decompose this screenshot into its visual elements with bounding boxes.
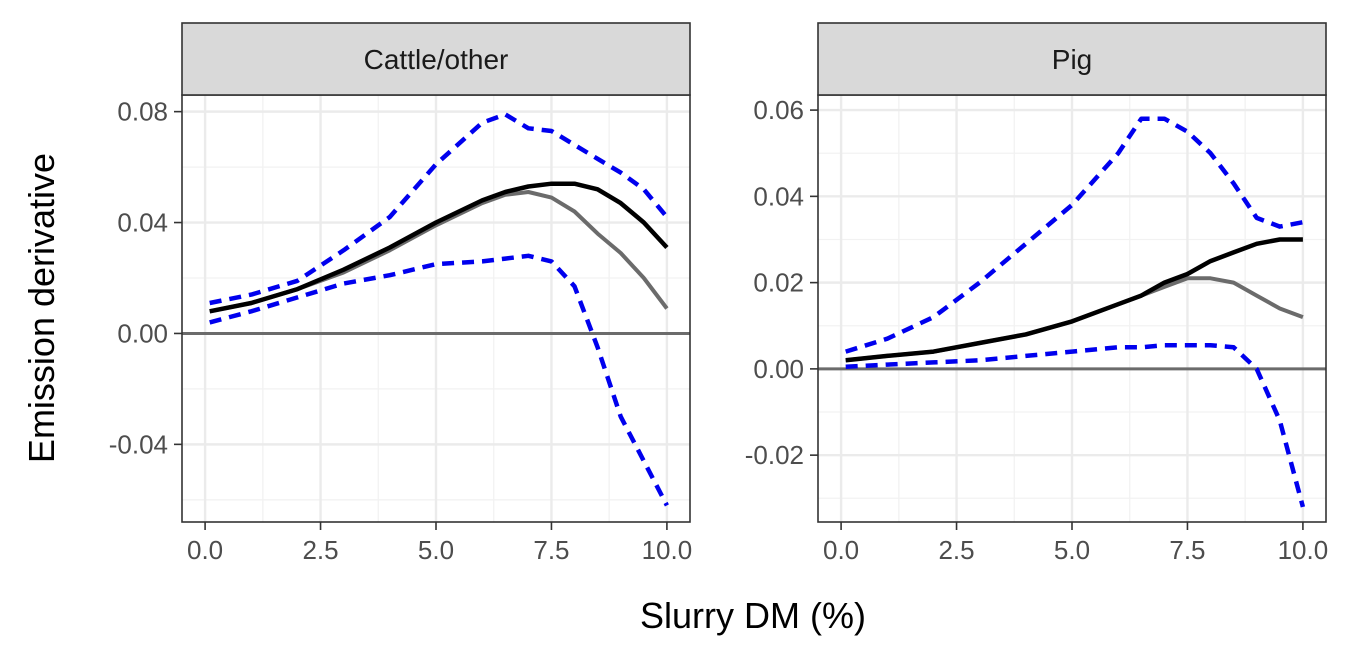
- series-upper-line: [209, 112, 669, 306]
- panel-cattle-other: Cattle/other 0.0 2.5 5.0 7.5 10.0 0.08 0.04 0.00…: [109, 22, 693, 565]
- series-lower-line: [209, 253, 669, 507]
- series-upper-line: [845, 116, 1304, 354]
- y-tick-label: 0.08: [117, 97, 168, 127]
- x-tick-label: 7.5: [1169, 535, 1205, 565]
- y-tick-label: 0.06: [753, 95, 804, 125]
- y-tick-label: 0.00: [117, 318, 168, 348]
- series-lower-line: [845, 342, 1306, 508]
- facet-strip-label: Pig: [1052, 44, 1092, 75]
- x-tick-label: 2.5: [302, 535, 338, 565]
- y-tick-label: 0.00: [753, 354, 804, 384]
- facet-strip: [817, 22, 1327, 96]
- x-tick-label: 7.5: [533, 535, 569, 565]
- x-tick-label: 5.0: [1054, 535, 1090, 565]
- panel-pig: Pig 0.0 2.5 5.0 7.5 10.0 0.06 0.04 0.02 0.00 -0.02: [745, 22, 1329, 565]
- x-tick-label: 10.0: [1278, 535, 1329, 565]
- x-tick-label: 0.0: [187, 535, 223, 565]
- y-tick-label: 0.02: [753, 268, 804, 298]
- x-tick-label: 5.0: [418, 535, 454, 565]
- x-tick-label: 0.0: [823, 535, 859, 565]
- y-axis-title: Emission derivative: [21, 153, 62, 463]
- y-tick-label: 0.04: [117, 208, 168, 238]
- facet-strip-label: Cattle/other: [364, 44, 509, 75]
- x-tick-label: 10.0: [642, 535, 693, 565]
- facet-strip: [181, 22, 691, 96]
- series-fit-line: [845, 237, 1303, 363]
- series-fit-line: [209, 181, 669, 314]
- y-tick-label: 0.04: [753, 181, 804, 211]
- y-tick-label: -0.02: [745, 440, 804, 470]
- y-tick-label: -0.04: [109, 429, 168, 459]
- x-tick-label: 2.5: [938, 535, 974, 565]
- x-axis-title: Slurry DM (%): [640, 595, 866, 636]
